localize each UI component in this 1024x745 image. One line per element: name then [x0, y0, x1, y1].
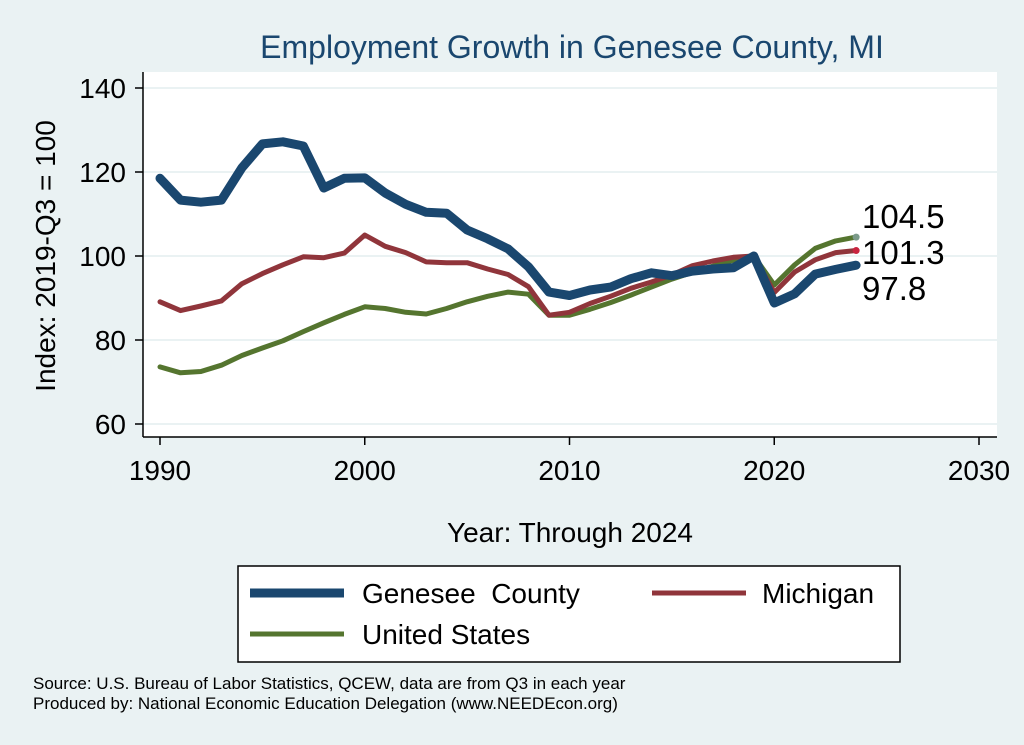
end-point-2: [852, 233, 860, 241]
x-ticks: 1990 2000 2010 2020 2030: [129, 437, 1010, 486]
chart-title: Employment Growth in Genesee County, MI: [260, 29, 884, 65]
y-tick-label: 120: [79, 157, 126, 188]
y-tick-label: 80: [95, 325, 126, 356]
legend: Genesee County Michigan United States: [250, 578, 874, 650]
source-note: Source: U.S. Bureau of Labor Statistics,…: [33, 674, 626, 693]
grid: [143, 87, 997, 425]
end-value-label: 104.5: [862, 198, 945, 235]
end-value-label: 101.3: [862, 234, 945, 271]
x-tick-label: 2010: [538, 455, 600, 486]
y-axis-label: Index: 2019-Q3 = 100: [30, 120, 61, 392]
x-axis-label: Year: Through 2024: [447, 517, 693, 548]
legend-box: [237, 565, 901, 663]
produced-note: Produced by: National Economic Education…: [33, 694, 618, 713]
series-line-michigan: [157, 232, 859, 318]
x-tick-label: 1990: [129, 455, 191, 486]
y-tick-label: 140: [79, 73, 126, 104]
y-ticks: 60 80 100 120 140: [79, 73, 143, 440]
y-tick-label: 60: [95, 409, 126, 440]
end-point-1: [852, 247, 860, 255]
legend-label: Genesee County: [362, 578, 580, 609]
end-point-0: [852, 261, 860, 269]
legend-label: Michigan: [762, 578, 874, 609]
end-value-label: 97.8: [862, 270, 926, 307]
series-line-genesee-county: [155, 137, 861, 308]
x-tick-label: 2020: [743, 455, 805, 486]
plot-area: [143, 72, 997, 437]
x-tick-label: 2000: [334, 455, 396, 486]
series-group: [155, 137, 861, 376]
legend-label: United States: [362, 619, 530, 650]
x-tick-label: 2030: [948, 455, 1010, 486]
y-tick-label: 100: [79, 241, 126, 272]
